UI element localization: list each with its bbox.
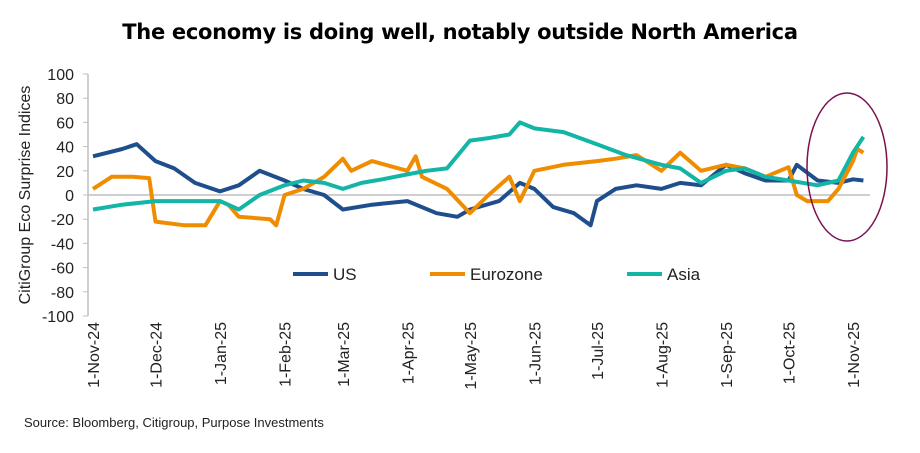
- y-tick-label: 80: [56, 91, 74, 108]
- x-tick-label: 1-Aug-25: [654, 322, 671, 388]
- x-tick-label: 1-Jul-25: [590, 322, 607, 380]
- y-tick-label: 40: [56, 140, 74, 157]
- y-tick-label: -80: [51, 285, 74, 302]
- chart-title: The economy is doing well, notably outsi…: [122, 20, 798, 44]
- y-axis-label: CitiGroup Eco Surprise Indices: [17, 86, 34, 305]
- x-tick-label: 1-Nov-25: [846, 322, 863, 388]
- legend-label-eurozone: Eurozone: [470, 265, 543, 284]
- source-note: Source: Bloomberg, Citigroup, Purpose In…: [24, 415, 324, 430]
- legend-label-us: US: [333, 265, 357, 284]
- x-tick-label: 1-May-25: [463, 322, 480, 390]
- series-line-us: [92, 142, 864, 228]
- x-tick-label: 1-Apr-25: [400, 322, 417, 384]
- y-tick-label: -60: [51, 261, 74, 278]
- x-tick-label: 1-Mar-25: [336, 322, 353, 387]
- x-tick-label: 1-Dec-24: [148, 322, 165, 388]
- x-tick-label: 1-Oct-25: [781, 322, 798, 384]
- x-tick-label: 1-Jun-25: [527, 322, 544, 385]
- x-tick-label: 1-Jan-25: [213, 322, 230, 385]
- x-tick-label: 1-Feb-25: [278, 322, 295, 387]
- y-tick-label: 20: [56, 164, 74, 181]
- y-tick-label: -20: [51, 212, 74, 229]
- y-tick-label: -100: [42, 309, 74, 326]
- y-tick-label: -40: [51, 236, 74, 253]
- legend-label-asia: Asia: [667, 265, 701, 284]
- y-tick-label: 60: [56, 115, 74, 132]
- x-tick-label: 1-Sep-25: [719, 322, 736, 388]
- x-tick-label: 1-Nov-24: [86, 322, 103, 388]
- highlight-ellipse: [806, 92, 888, 242]
- series-line-asia: [92, 120, 866, 212]
- y-tick-label: 100: [47, 67, 74, 84]
- y-tick-label: 0: [65, 188, 74, 205]
